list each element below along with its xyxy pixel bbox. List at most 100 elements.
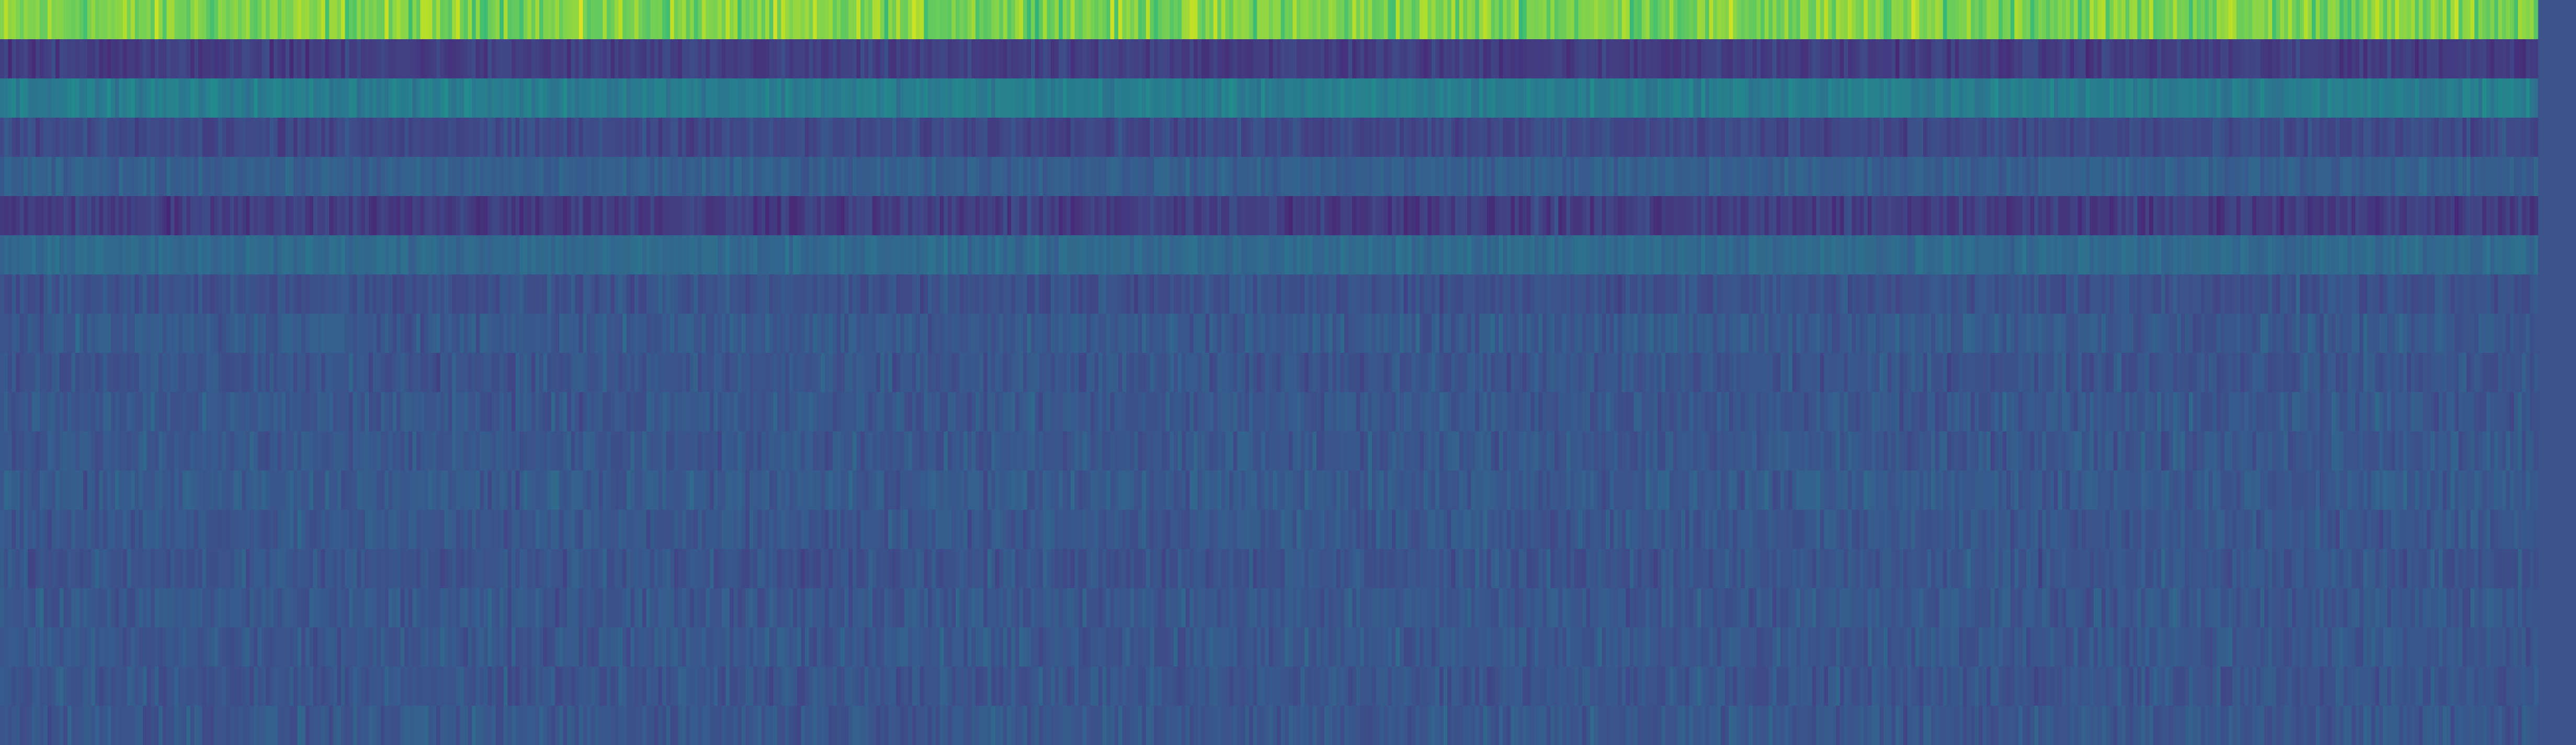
heatmap-cell [2375,39,2380,79]
heatmap-cell [475,118,480,157]
heatmap-cell [1729,118,1733,157]
heatmap-cell [1491,235,1495,275]
heatmap-cell [2161,235,2165,275]
heatmap-cell [357,274,361,314]
heatmap-cell [1602,78,1606,118]
heatmap-cell [1756,39,1761,79]
heatmap-cell [1380,118,1385,157]
heatmap-cell [2070,78,2074,118]
heatmap-cell [1070,78,1075,118]
heatmap-cell [1962,0,1967,40]
heatmap-cell [1998,78,2003,118]
heatmap-cell [360,118,366,157]
heatmap-cell [2149,235,2154,275]
heatmap-cell [1356,196,1360,236]
heatmap-cell [2002,157,2007,197]
heatmap-cell [360,274,366,314]
heatmap-cell [214,196,219,236]
heatmap-cell [1649,78,1654,118]
heatmap-cell [1376,118,1380,157]
heatmap-cell [257,0,262,40]
heatmap-cell [1614,274,1618,314]
heatmap-cell [654,0,659,40]
heatmap-cell [16,274,20,314]
heatmap-cell [0,235,5,275]
heatmap-cell [523,196,528,236]
heatmap-cell [2534,39,2538,79]
heatmap-cell [888,39,893,79]
heatmap-cell [1427,196,1432,236]
heatmap-cell [833,0,837,40]
heatmap-cell [456,235,461,275]
heatmap-cell [337,274,342,314]
heatmap-cell [392,0,397,40]
heatmap-cell [944,39,948,79]
heatmap-cell [1724,274,1730,314]
heatmap-cell [2232,39,2237,79]
heatmap-cell [254,0,258,40]
heatmap-cell [622,78,627,118]
heatmap-cell [1042,274,1048,314]
heatmap-cell [1657,274,1662,314]
heatmap-cell [123,39,128,79]
heatmap-cell [2414,0,2420,40]
heatmap-cell [662,196,667,236]
heatmap-cell [377,235,381,275]
heatmap-cell [1106,196,1111,236]
heatmap-cell [2097,157,2102,197]
heatmap-cell [1804,235,1809,275]
heatmap-cell [967,157,972,197]
heatmap-cell [2169,78,2174,118]
heatmap-cell [2486,0,2491,40]
heatmap-cell [333,274,337,314]
heatmap-cell [963,118,968,157]
heatmap-cell [864,118,869,157]
heatmap-cell [178,235,183,275]
heatmap-cell [115,0,120,40]
heatmap-cell [333,196,337,236]
heatmap-cell [1249,39,1254,79]
heatmap-cell [694,0,698,40]
heatmap-cell [944,196,948,236]
heatmap-cell [1261,39,1266,79]
heatmap-cell [1019,78,1024,118]
heatmap-cell [1586,0,1591,40]
heatmap-cell [1756,78,1761,118]
heatmap-cell [151,274,155,314]
heatmap-cell [380,118,385,157]
heatmap-cell [670,157,675,197]
heatmap-cell [388,196,393,236]
heatmap-cell [1582,118,1587,157]
heatmap-cell [1027,0,1031,40]
heatmap-cell [1158,157,1162,197]
heatmap-cell [650,78,655,118]
heatmap-cell [1550,0,1555,40]
heatmap-cell [174,157,179,197]
heatmap-cell [1027,235,1031,275]
heatmap-cell [2248,235,2253,275]
heatmap-cell [1586,78,1591,118]
heatmap-cell [959,157,964,197]
heatmap-cell [1253,235,1257,275]
heatmap-cell [1764,0,1769,40]
heatmap-cell [1629,274,1635,314]
heatmap-cell [1737,196,1741,236]
heatmap-cell [1943,274,1947,314]
heatmap-cell [28,235,32,275]
heatmap-cell [254,118,258,157]
heatmap-cell [492,78,496,118]
heatmap-cell [222,196,226,236]
heatmap-cell [1348,235,1353,275]
heatmap-cell [1499,274,1503,314]
heatmap-cell [900,0,905,40]
heatmap-cell [1808,78,1813,118]
heatmap-cell [595,118,599,157]
heatmap-cell [2200,235,2205,275]
heatmap-cell [1709,39,1713,79]
heatmap-cell [2193,39,2197,79]
heatmap-cell [765,157,770,197]
heatmap-cell [1657,118,1662,157]
heatmap-cell [1590,118,1595,157]
heatmap-cell [345,157,349,197]
heatmap-cell [2022,0,2027,40]
